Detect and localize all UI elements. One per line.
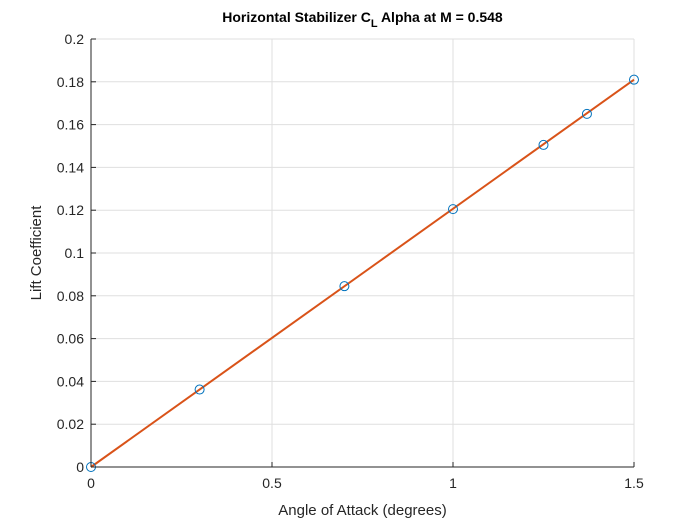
grid-lines [91,38,635,467]
y-tick-label: 0 [76,459,84,475]
y-tick-label: 0.06 [57,331,84,347]
fit-line [90,78,635,468]
fit-line-series [90,78,635,468]
chart-title-rest: Alpha at M = 0.548 [378,9,503,25]
y-tick-label: 0.18 [57,74,84,90]
axes [90,38,635,468]
data-point [339,281,350,292]
y-tick-label: 0.12 [57,202,84,218]
y-tick-label: 0.2 [65,31,85,47]
y-tick-labels: 0 0.02 0.04 0.06 0.08 0.1 0.12 0.14 0.16 0.18 0.2 [57,31,84,475]
data-point [194,384,205,395]
x-tick-label: 0 [87,475,95,491]
x-tick-label: 1 [449,475,457,491]
data-point [581,108,592,119]
x-tick-label: 0.5 [262,475,282,491]
y-tick-label: 0.16 [57,117,84,133]
chart-title-main: Horizontal Stabilizer C [222,9,371,25]
chart-title-subscript: L [371,18,378,30]
x-tick-label: 1.5 [624,475,644,491]
y-tick-label: 0.04 [57,373,84,389]
data-point [448,204,458,215]
x-tick-labels: 0 0.5 1 1.5 [87,475,644,491]
chart-title: Horizontal Stabilizer CL Alpha at M = 0.… [222,9,503,30]
data-point [538,139,549,150]
x-axis-label: Angle of Attack (degrees) [278,502,446,519]
data-point [629,74,639,85]
y-tick-label: 0.08 [57,288,84,304]
y-tick-label: 0.1 [65,245,85,261]
y-tick-label: 0.02 [57,416,84,432]
y-tick-label: 0.14 [57,159,84,175]
y-axis-label: Lift Coefficient [28,205,45,301]
